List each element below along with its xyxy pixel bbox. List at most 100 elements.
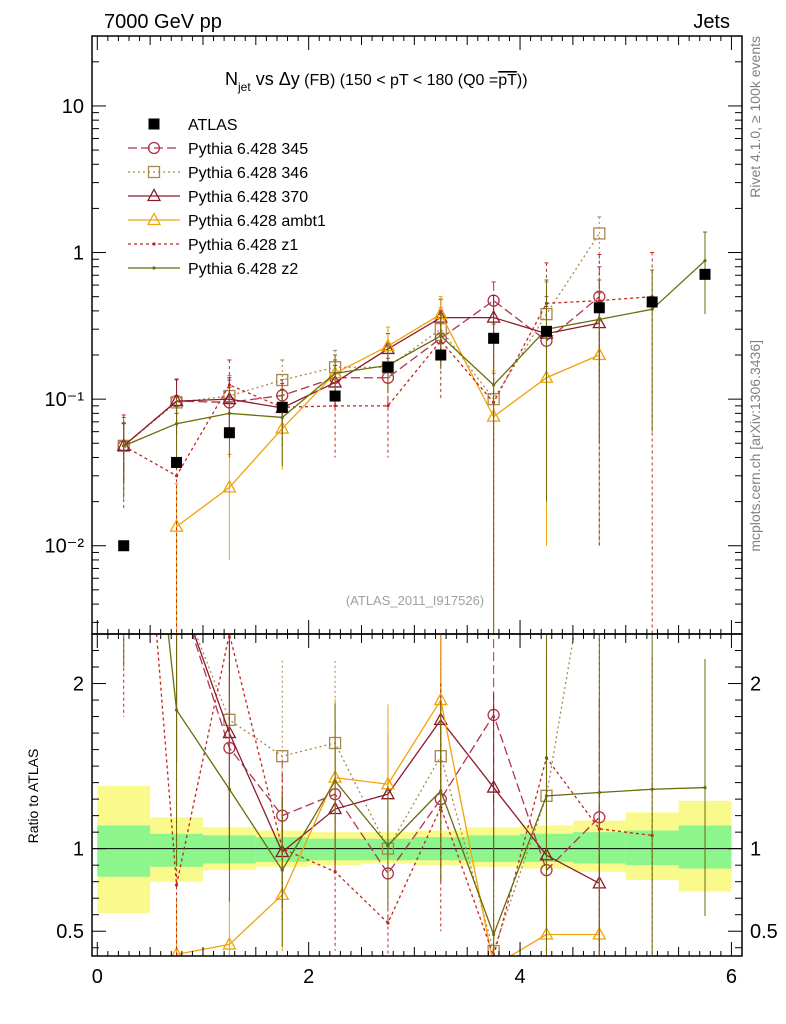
mc-series-main: [116, 216, 708, 634]
atlas-point: [329, 390, 341, 402]
ratio-y-tick-label-right: 0.5: [750, 921, 778, 943]
point-z2: [174, 422, 179, 426]
point-z2: [703, 259, 707, 263]
series-p370: [116, 292, 607, 481]
point-z1: [386, 404, 390, 408]
ratio-series-z2: [122, 220, 707, 956]
atlas-point: [593, 302, 605, 314]
atlas-point: [276, 401, 288, 413]
ratio-point-ambt1: [488, 959, 500, 970]
atlas-point: [699, 268, 711, 280]
point-z2: [333, 371, 337, 375]
point-z2: [280, 415, 284, 420]
legend-marker-atlas: [148, 118, 160, 130]
ratio-point-z2: [386, 843, 390, 847]
point-ambt1: [169, 518, 184, 532]
y-tick-label: 10⁻²: [45, 536, 85, 558]
legend-label-z2: Pythia 6.428 z2: [188, 261, 298, 278]
ratio-point-p370: [486, 779, 501, 793]
point-z2: [650, 307, 654, 311]
series-line-z2: [123, 260, 706, 447]
point-z2: [439, 334, 443, 338]
ratio-y-tick-label: 2: [73, 674, 84, 696]
series-line-p345: [123, 296, 600, 447]
collision-label: 7000 GeV pp: [104, 11, 222, 33]
legend-marker-z2: [152, 266, 156, 270]
legend-marker-ambt1: [146, 212, 162, 226]
ratio-line-z2: [167, 634, 706, 937]
observable-label: Jets: [693, 11, 730, 33]
ratio-point-z2: [650, 787, 654, 791]
atlas-point: [435, 349, 447, 361]
legend-label-atlas: ATLAS: [188, 117, 238, 134]
y-tick-label: 10: [62, 96, 84, 118]
x-tick-label: 2: [303, 966, 314, 988]
title-delta: Δy: [279, 69, 300, 89]
analysis-watermark: (ATLAS_2011_I917526): [346, 593, 484, 608]
series-p346: [117, 216, 606, 483]
point-z2: [492, 383, 496, 387]
x-tick-label: 0: [92, 966, 103, 988]
ratio-point-z2: [703, 785, 707, 790]
main-axis-ticks: [92, 35, 742, 634]
ratio-point-ambt1: [222, 936, 237, 950]
ratio-y-tick-label-right: 2: [750, 674, 761, 696]
point-p346: [593, 227, 606, 240]
legend-marker-p346: [147, 165, 161, 179]
ratio-point-z2: [439, 789, 443, 793]
ratio-y-tick-label: 0.5: [56, 921, 84, 943]
point-z1: [227, 383, 231, 387]
point-z1: [174, 474, 179, 478]
atlas-point: [540, 325, 552, 337]
plot-title: Njet vs Δy (FB) (150 < pT < 180 (Q0 =pT)…: [225, 69, 528, 94]
series-z1: [121, 252, 655, 634]
ratio-point-z2: [544, 794, 549, 798]
atlas-point: [646, 296, 658, 308]
x-tick-label: 4: [514, 966, 525, 988]
atlas-point: [223, 427, 235, 439]
ratio-point-p346: [118, 216, 129, 227]
atlas-point: [118, 540, 130, 552]
ratio-point-z2: [280, 868, 284, 872]
atlas-point: [171, 456, 183, 468]
ratio-point-z1: [333, 870, 337, 874]
band-inner: [97, 825, 151, 877]
ratio-point-p346: [276, 750, 289, 763]
legend-label-z1: Pythia 6.428 z1: [188, 237, 298, 254]
point-z2: [227, 411, 231, 415]
title-fb: (FB): [300, 72, 336, 89]
legend-marker-z1: [152, 242, 156, 246]
point-z2: [122, 444, 126, 448]
point-p370: [486, 309, 501, 323]
y-tick-label: 1: [73, 243, 84, 265]
title-cut: (150 < pT < 180 (Q0 =: [335, 72, 498, 89]
title-sub: jet: [237, 80, 251, 94]
mcplots-label: mcplots.cern.ch [arXiv:1306.3436]: [747, 340, 763, 552]
legend-label-ambt1: Pythia 6.428 ambt1: [188, 213, 326, 230]
title-n: N: [225, 69, 238, 89]
ratio-point-z2: [492, 932, 496, 937]
legend-label-p346: Pythia 6.428 346: [188, 165, 308, 182]
atlas-point: [488, 332, 500, 344]
atlas-point: [382, 361, 394, 373]
atlas-data: [118, 268, 711, 552]
legend-label-p345: Pythia 6.428 345: [188, 141, 308, 158]
ratio-point-p370: [118, 215, 130, 226]
ratio-point-z2: [174, 708, 179, 712]
mc-series-ratio: [118, 215, 707, 970]
legend-marker-p370: [146, 188, 162, 202]
ratio-line-p370: [193, 634, 600, 884]
series-line-p370: [123, 316, 600, 447]
legend-label-p370: Pythia 6.428 370: [188, 189, 308, 206]
ratio-y-tick-label: 1: [73, 839, 84, 861]
ratio-panel: 0.5 0.5 1 1 2 2 0 2 4 6: [56, 215, 778, 988]
ratio-frame: [91, 633, 743, 957]
x-tick-label: 6: [726, 966, 737, 988]
ratio-point-z2: [122, 220, 125, 223]
ratio-point-z2: [597, 790, 601, 795]
legend: ATLAS Pythia 6.428 345 Pythia 6.428 346 Pyt…: [128, 117, 326, 278]
ratio-y-tick-label-right: 1: [750, 839, 761, 861]
ratio-point-z1: [122, 220, 125, 223]
y-tick-label: 10⁻¹: [45, 389, 85, 411]
